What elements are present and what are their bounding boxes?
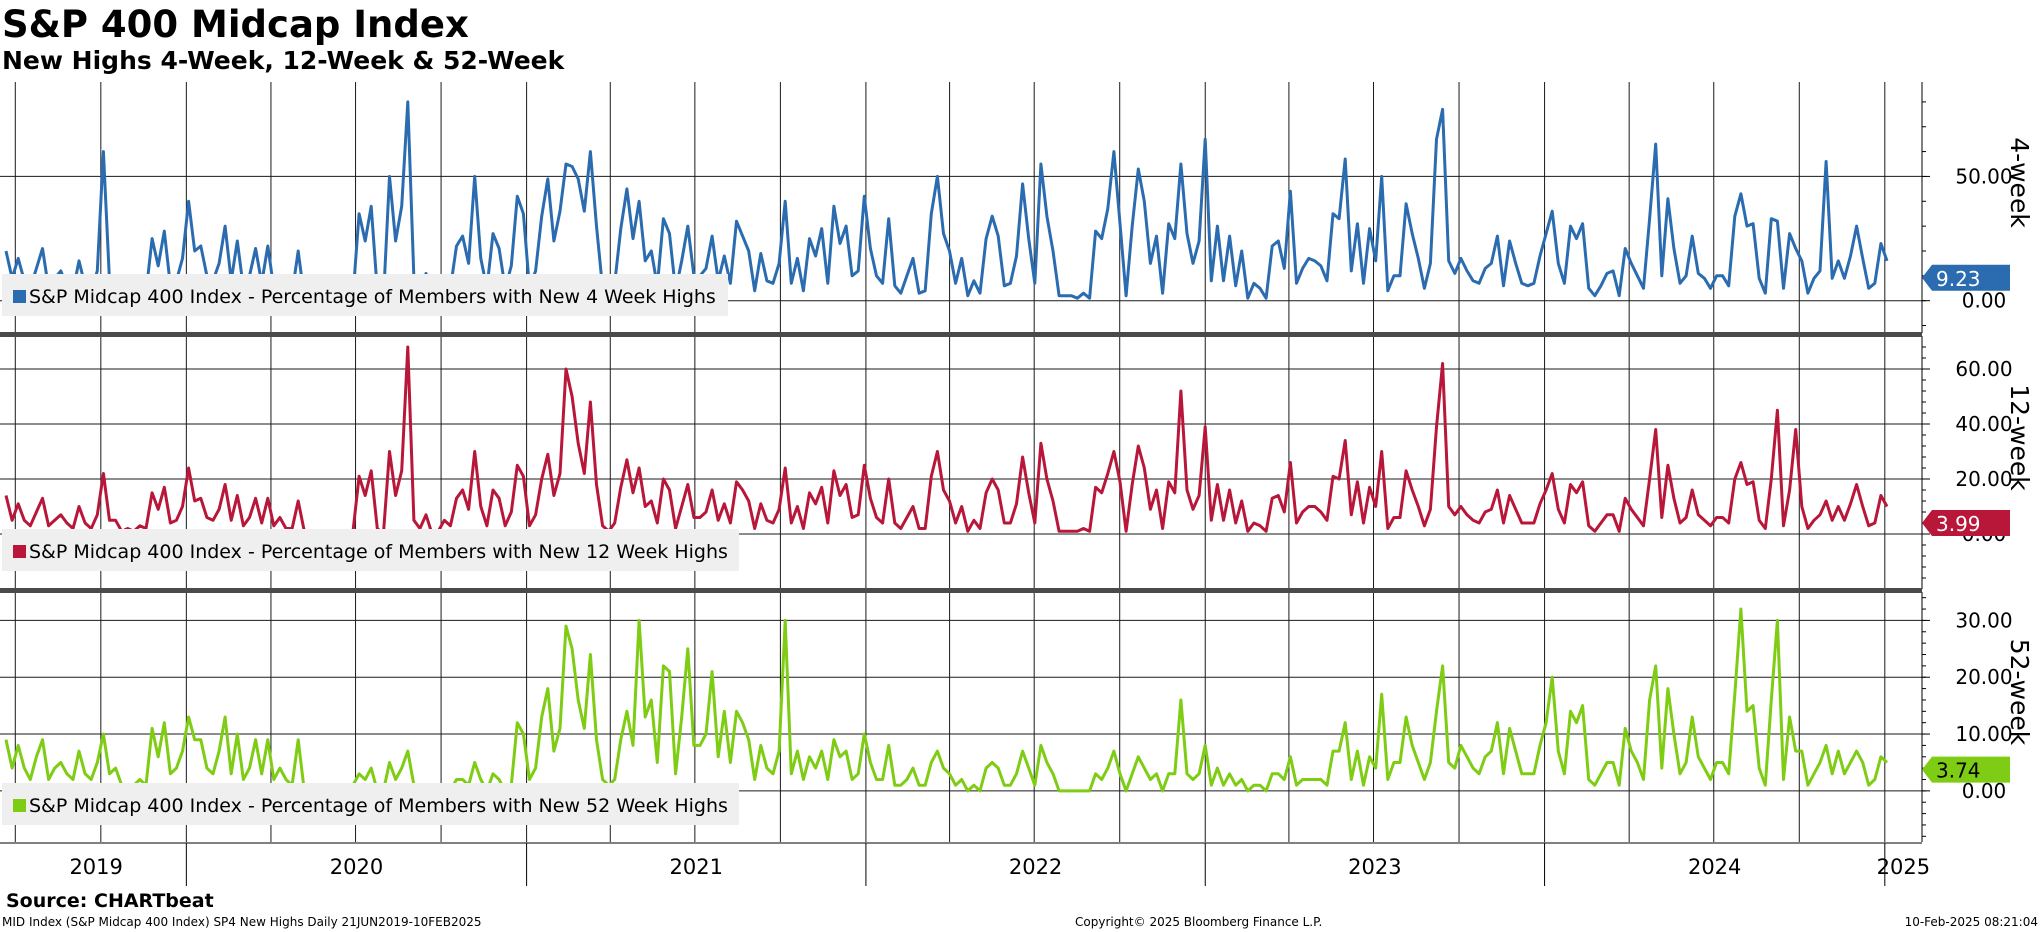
y-tick-label: 40.00 <box>1955 412 2012 436</box>
legend-swatch <box>13 799 26 812</box>
vertical-gridlines <box>14 82 1886 842</box>
panel-4-week: 50.00 0.00 S&P Midcap 400 Index - Percenta… <box>0 82 2034 333</box>
legend-swatch <box>13 290 26 303</box>
axis-title-p52: 52-week <box>2005 639 2034 746</box>
legend-p4: S&P Midcap 400 Index - Percentage of Mem… <box>2 274 728 316</box>
last-value-tag-p4: 9.23 <box>1922 264 2010 291</box>
footer-timestamp: 10-Feb-2025 08:21:04 <box>1904 915 2038 929</box>
panel-divider <box>0 588 1922 593</box>
footer-left: MID Index (S&P Midcap 400 Index) SP4 New… <box>2 915 482 929</box>
y-tick-label: 0.00 <box>1962 779 2007 803</box>
y-tick-label: 0.00 <box>1962 289 2007 313</box>
x-tick-label: 2023 <box>1348 855 1401 879</box>
legend-text: S&P Midcap 400 Index - Percentage of Mem… <box>29 286 716 308</box>
last-value-marker <box>1922 756 2010 783</box>
y-tick-label: 30.00 <box>1955 608 2012 632</box>
series-line-p4 <box>4 100 1889 303</box>
last-value-tag-p52: 3.74 <box>1922 756 2010 783</box>
chart-subtitle: New Highs 4-Week, 12-Week & 52-Week <box>2 46 565 75</box>
y-tick-label: 50.00 <box>1955 164 2012 188</box>
last-value-marker <box>1922 510 2010 537</box>
legend-background <box>2 529 739 571</box>
legend-background <box>2 783 739 825</box>
legend-swatch <box>13 545 26 558</box>
panel-separators <box>0 332 1922 593</box>
x-tick-label: 2022 <box>1009 855 1062 879</box>
last-value-tag-p12: 3.99 <box>1922 510 2010 537</box>
y-tick-label: 20.00 <box>1955 467 2012 491</box>
x-tick-label: 2019 <box>69 855 122 879</box>
x-tick-label: 2021 <box>670 855 723 879</box>
last-value-label: 9.23 <box>1936 267 1981 291</box>
legend-text: S&P Midcap 400 Index - Percentage of Mem… <box>29 795 728 817</box>
footer-copyright: Copyright© 2025 Bloomberg Finance L.P. <box>1075 915 1323 929</box>
axis-title-p4: 4-week <box>2005 137 2034 228</box>
chart-area: 50.00 0.00 S&P Midcap 400 Index - Percenta… <box>0 82 2034 886</box>
x-tick-label: 2024 <box>1688 855 1741 879</box>
axis-title-p12: 12-week <box>2005 384 2034 491</box>
x-tick-label: 2025 <box>1877 855 1930 879</box>
legend-p12: S&P Midcap 400 Index - Percentage of Mem… <box>2 529 739 571</box>
y-tick-label: 10.00 <box>1955 722 2012 746</box>
chart-title: S&P 400 Midcap Index <box>2 3 469 46</box>
source-note: Source: CHARTbeat <box>6 890 214 912</box>
y-tick-label: 20.00 <box>1955 665 2012 689</box>
legend-p52: S&P Midcap 400 Index - Percentage of Mem… <box>2 783 739 825</box>
series-line-p12 <box>4 345 1889 536</box>
legend-background <box>2 274 728 316</box>
x-axis: 2019 2020 2021 2022 2023 2024 2025 <box>0 842 1930 886</box>
last-value-marker <box>1922 264 2010 291</box>
legend-text: S&P Midcap 400 Index - Percentage of Mem… <box>29 541 728 563</box>
x-tick-label: 2020 <box>330 855 383 879</box>
panel-52-week: 30.00 20.00 10.00 0.00 S&P Midcap 400 Index … <box>0 592 2034 842</box>
series-line-p52 <box>4 607 1889 793</box>
y-tick-label: 60.00 <box>1955 357 2012 381</box>
panel-divider <box>0 332 1922 337</box>
last-value-label: 3.74 <box>1936 759 1981 783</box>
last-value-label: 3.99 <box>1936 512 1981 536</box>
